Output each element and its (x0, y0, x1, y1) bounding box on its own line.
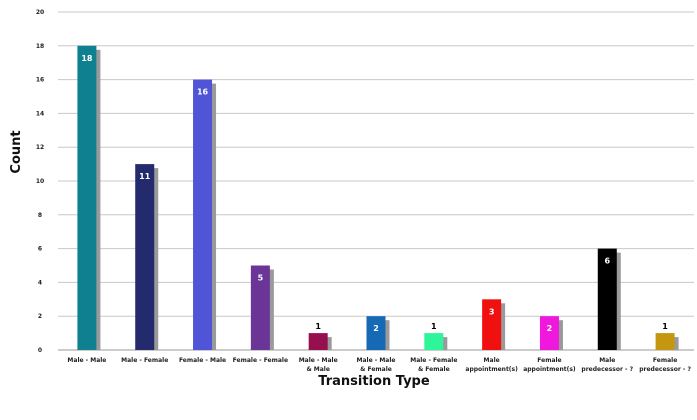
bar (308, 333, 328, 350)
x-tick-label: Male - Male & Male (299, 357, 338, 373)
bar (366, 316, 386, 350)
data-label: 18 (81, 54, 93, 63)
data-label: 1 (662, 322, 668, 331)
data-label: 16 (197, 88, 209, 97)
y-tick-label: 20 (36, 9, 44, 16)
x-tick-label: Male appointment(s) (465, 357, 518, 373)
bars (77, 45, 679, 351)
x-axis-ticks: Male - Male Male - Female Female - Male Fem… (67, 357, 691, 373)
data-label: 11 (139, 172, 151, 181)
x-tick-label: Male - Female & Female (410, 357, 457, 373)
bar (424, 333, 444, 350)
x-tick-label: Female predecessor - ? (639, 357, 691, 373)
y-tick-label: 12 (36, 144, 44, 151)
bar (539, 316, 559, 350)
y-tick-label: 0 (38, 347, 42, 354)
x-tick-label: Male - Male (67, 357, 106, 364)
y-tick-label: 4 (38, 279, 42, 286)
x-tick-label: Male - Female (121, 357, 168, 364)
gridlines (58, 11, 694, 351)
bar (250, 265, 270, 350)
bar (597, 248, 617, 350)
y-tick-label: 8 (38, 212, 42, 219)
data-label: 1 (431, 322, 437, 331)
data-label: 2 (547, 324, 553, 333)
data-label: 2 (373, 324, 379, 333)
y-tick-label: 2 (38, 313, 42, 320)
data-label: 1 (315, 322, 321, 331)
data-label: 3 (489, 307, 495, 316)
y-axis-title: Count (9, 130, 24, 173)
y-tick-label: 16 (36, 77, 44, 84)
data-labels: 18 11 16 5 1 2 1 3 2 6 1 (81, 54, 668, 333)
x-tick-label: Female - Male (179, 357, 226, 364)
x-tick-label: Male - Male & Female (357, 357, 396, 373)
bar (193, 79, 213, 350)
y-tick-label: 10 (36, 178, 44, 185)
x-tick-label: Female appointment(s) (523, 357, 576, 373)
bar (482, 299, 502, 350)
y-tick-label: 18 (36, 43, 44, 50)
y-tick-label: 14 (36, 110, 44, 117)
x-tick-label: Male predecessor - ? (581, 357, 633, 373)
x-tick-label: Female - Female (233, 357, 288, 364)
bar (655, 333, 675, 350)
x-axis-title: Transition Type (318, 374, 430, 389)
bar (135, 164, 155, 350)
data-label: 5 (258, 274, 264, 283)
data-label: 6 (604, 257, 610, 266)
bar (77, 45, 97, 351)
y-axis-ticks: 0 2 4 6 8 10 12 14 16 18 20 (36, 9, 44, 354)
y-tick-label: 6 (38, 246, 42, 253)
